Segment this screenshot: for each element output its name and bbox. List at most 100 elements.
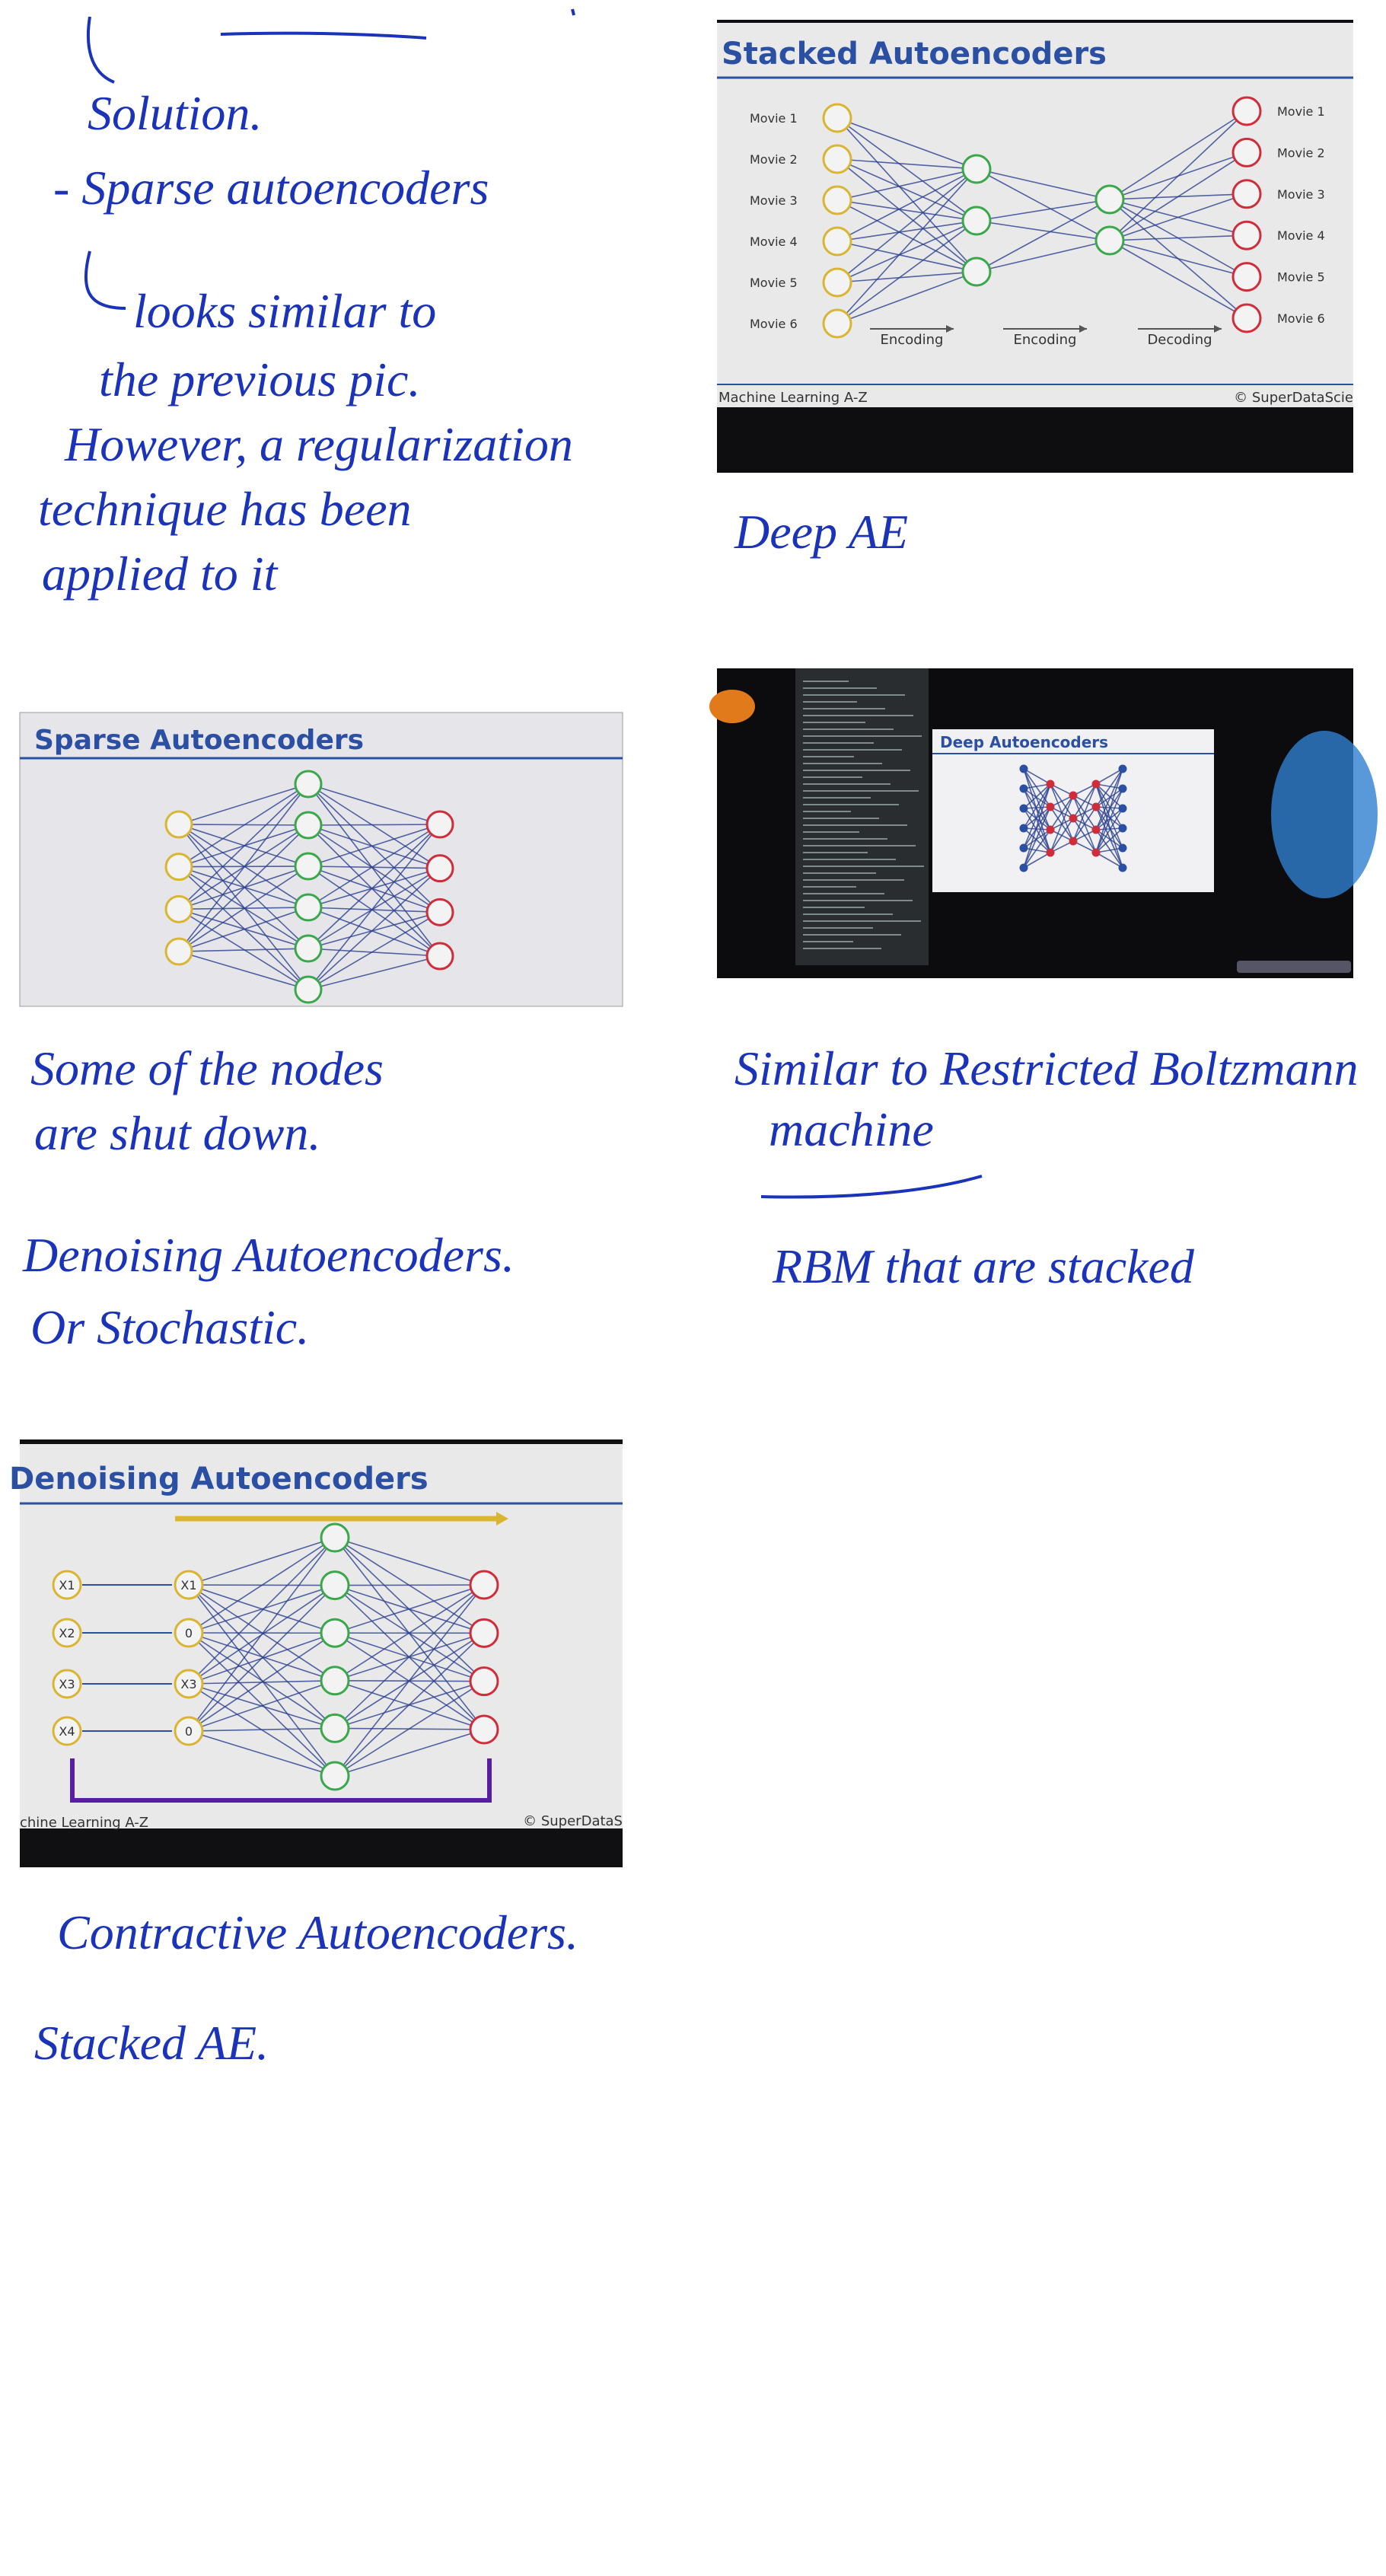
- connection: [307, 867, 441, 908]
- arrow-hook: [84, 250, 126, 310]
- connection: [188, 1730, 336, 1777]
- connection: [188, 1632, 336, 1730]
- connection: [836, 117, 977, 222]
- node: [425, 810, 454, 839]
- handwritten-note: technique has been: [38, 482, 412, 536]
- connection: [307, 783, 441, 913]
- slide-text: Movie 1: [1277, 104, 1325, 119]
- connection: [1095, 829, 1123, 849]
- connection: [307, 911, 441, 990]
- connection: [307, 948, 441, 957]
- connection: [307, 824, 441, 826]
- node: [164, 894, 193, 923]
- connection: [307, 824, 441, 949]
- slide-text: Denoising Autoencoders: [9, 1462, 429, 1497]
- node: [1118, 863, 1127, 872]
- connection: [178, 783, 309, 910]
- connection: [178, 951, 309, 990]
- connection: [1023, 768, 1051, 831]
- connection: [1050, 795, 1074, 853]
- connection: [1072, 806, 1097, 842]
- node: [1231, 262, 1262, 292]
- connection: [178, 824, 309, 908]
- slide-text: Movie 2: [1277, 145, 1325, 160]
- connection: [1023, 783, 1051, 829]
- node: [164, 937, 193, 966]
- node: [1091, 802, 1101, 811]
- node: [1118, 784, 1127, 793]
- handwritten-note: - Sparse autoencoders: [53, 161, 489, 215]
- connection: [188, 1584, 336, 1634]
- slide-text: Machine Learning A-Z: [718, 390, 868, 406]
- connection: [1072, 783, 1097, 842]
- node: [822, 185, 852, 215]
- connection: [1023, 788, 1051, 853]
- connection: [1095, 783, 1123, 789]
- connection: [976, 199, 1110, 273]
- connection: [836, 220, 977, 283]
- connection: [1023, 829, 1051, 869]
- photo-frame: [19, 712, 623, 1007]
- connection: [836, 271, 977, 283]
- connection: [178, 908, 309, 990]
- connection: [836, 241, 977, 273]
- connection: [836, 158, 977, 170]
- connection: [188, 1537, 336, 1732]
- connection: [1023, 768, 1051, 853]
- slide-text: Movie 4: [1277, 228, 1325, 243]
- connection: [188, 1537, 336, 1685]
- node: [469, 1618, 499, 1648]
- node: [164, 853, 193, 882]
- node: [425, 942, 454, 971]
- slide-text: Movie 2: [750, 152, 798, 167]
- connection: [334, 1584, 485, 1682]
- connection: [178, 907, 309, 952]
- connection: [1023, 806, 1051, 809]
- connection: [1023, 808, 1051, 831]
- connection: [1095, 827, 1123, 853]
- connection: [334, 1584, 485, 1586]
- node: [469, 1714, 499, 1745]
- scribble: [87, 8, 575, 84]
- connection: [178, 866, 309, 952]
- node: [294, 852, 323, 881]
- connection: [1023, 827, 1051, 831]
- slide-text: © SuperDataScie: [1234, 390, 1353, 406]
- node: [174, 1618, 204, 1648]
- node: [320, 1570, 350, 1601]
- stacked-slide: [717, 20, 1353, 473]
- connection: [188, 1537, 336, 1586]
- node: [1019, 824, 1028, 833]
- node: [1091, 779, 1101, 789]
- slide-text: Decoding: [1147, 332, 1212, 348]
- node: [1231, 179, 1262, 209]
- slide-text: Encoding: [881, 332, 944, 348]
- connection: [1095, 783, 1123, 809]
- connection: [188, 1537, 336, 1634]
- connection: [1050, 795, 1074, 808]
- connection: [1109, 240, 1247, 278]
- handwritten-note: the previous pic.: [99, 352, 420, 406]
- node: [1091, 848, 1101, 857]
- connection: [836, 220, 977, 324]
- connection: [1023, 788, 1051, 808]
- slide-text: Sparse Autoencoders: [34, 725, 364, 756]
- handwritten-note: machine: [769, 1102, 934, 1156]
- node: [52, 1716, 82, 1746]
- slide-text: Movie 5: [750, 276, 798, 290]
- connection: [307, 955, 441, 990]
- slide-text: X2: [59, 1626, 75, 1640]
- node: [1019, 863, 1028, 872]
- connection: [1095, 783, 1123, 869]
- connection: [1023, 768, 1051, 808]
- slide-text: © SuperDataS: [523, 1813, 623, 1829]
- slide-text: chine Learning A-Z: [20, 1815, 148, 1831]
- node: [294, 893, 323, 922]
- node: [425, 854, 454, 883]
- handwritten-note: Some of the nodes: [30, 1041, 384, 1095]
- node: [1019, 784, 1028, 793]
- node: [1046, 802, 1055, 811]
- connection: [307, 824, 441, 908]
- connection: [307, 824, 441, 867]
